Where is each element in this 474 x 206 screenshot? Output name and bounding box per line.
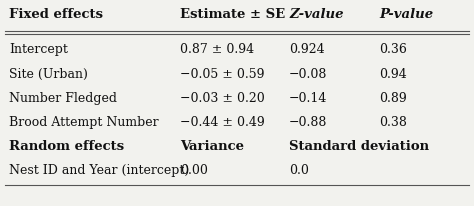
- Text: Variance: Variance: [180, 140, 244, 153]
- Text: P-value: P-value: [379, 8, 433, 21]
- Text: 0.94: 0.94: [379, 68, 407, 81]
- Text: 0.0: 0.0: [289, 164, 309, 177]
- Text: Brood Attempt Number: Brood Attempt Number: [9, 116, 159, 129]
- Text: Estimate ± SE: Estimate ± SE: [180, 8, 285, 21]
- Text: Z-value: Z-value: [289, 8, 344, 21]
- Text: −0.08: −0.08: [289, 68, 328, 81]
- Text: 0.36: 0.36: [379, 43, 407, 56]
- Text: 0.924: 0.924: [289, 43, 325, 56]
- Text: −0.03 ± 0.20: −0.03 ± 0.20: [180, 92, 265, 105]
- Text: Intercept: Intercept: [9, 43, 68, 56]
- Text: −0.44 ± 0.49: −0.44 ± 0.49: [180, 116, 265, 129]
- Text: 0.89: 0.89: [379, 92, 407, 105]
- Text: Random effects: Random effects: [9, 140, 125, 153]
- Text: Nest ID and Year (intercept): Nest ID and Year (intercept): [9, 164, 190, 177]
- Text: Fixed effects: Fixed effects: [9, 8, 103, 21]
- Text: 0.87 ± 0.94: 0.87 ± 0.94: [180, 43, 254, 56]
- Text: Number Fledged: Number Fledged: [9, 92, 118, 105]
- Text: −0.14: −0.14: [289, 92, 328, 105]
- Text: 0.00: 0.00: [180, 164, 208, 177]
- Text: 0.38: 0.38: [379, 116, 407, 129]
- Text: Site (Urban): Site (Urban): [9, 68, 88, 81]
- Text: −0.05 ± 0.59: −0.05 ± 0.59: [180, 68, 264, 81]
- Text: Standard deviation: Standard deviation: [289, 140, 429, 153]
- Text: −0.88: −0.88: [289, 116, 328, 129]
